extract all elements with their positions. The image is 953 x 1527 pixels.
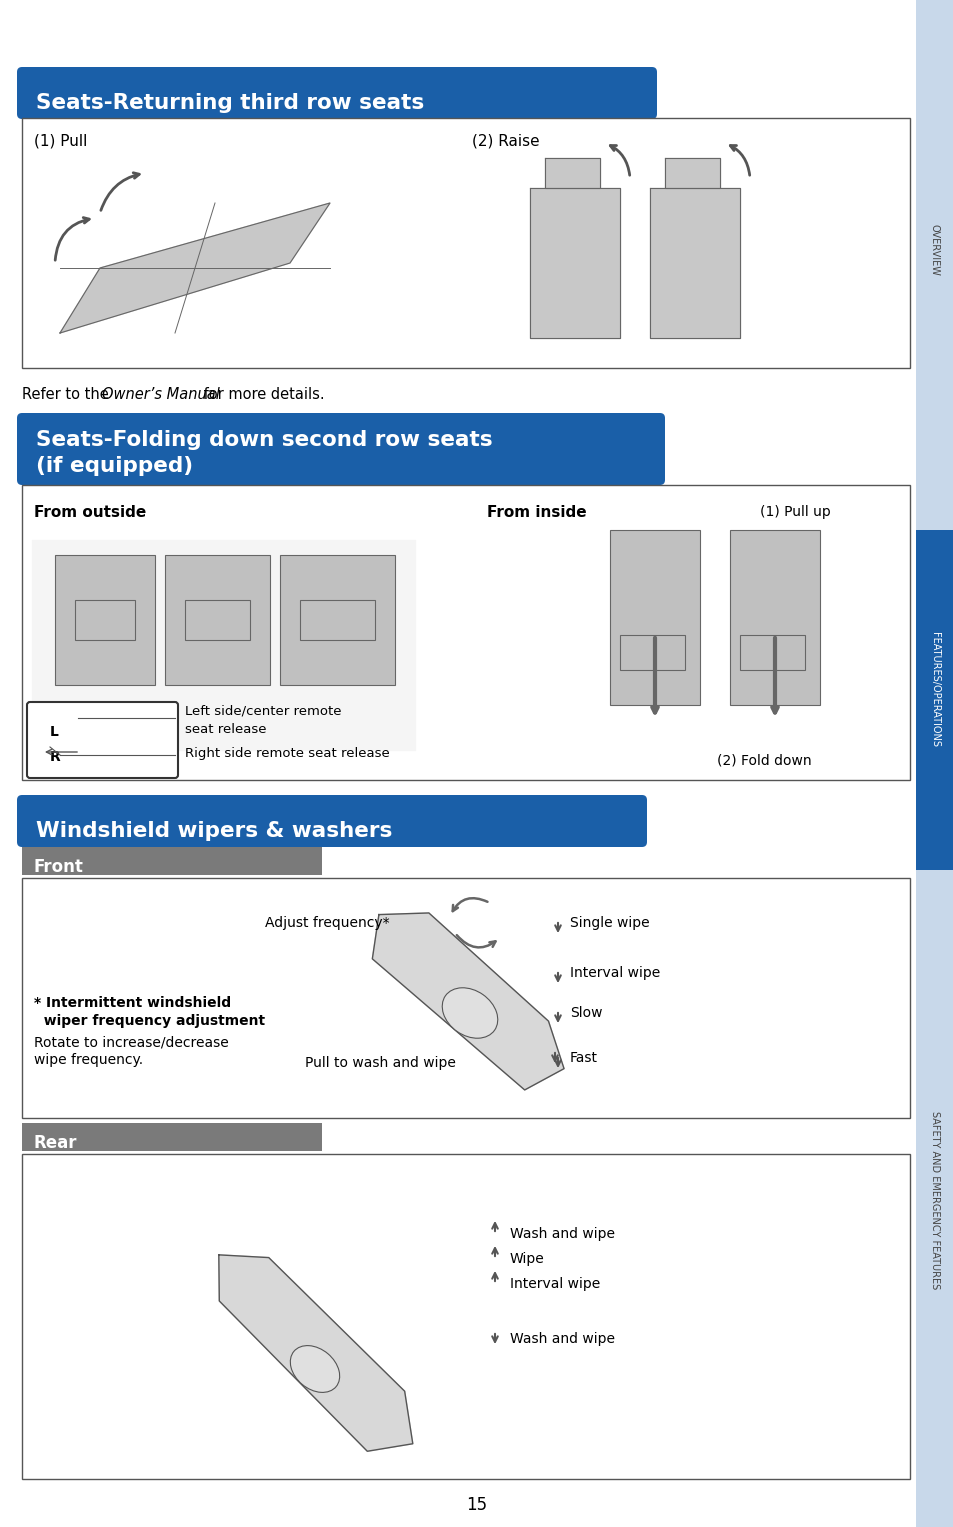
Text: Wash and wipe: Wash and wipe [510,1228,615,1241]
Text: Slow: Slow [569,1006,602,1020]
Bar [740,635,804,670]
Bar [299,600,375,640]
Text: Seats-Returning third row seats: Seats-Returning third row seats [36,93,424,113]
Polygon shape [664,157,720,188]
Text: Single wipe: Single wipe [569,916,649,930]
Polygon shape [218,1255,413,1451]
Text: Left side/center remote
seat release: Left side/center remote seat release [185,705,341,736]
Bar [75,600,135,640]
Polygon shape [32,541,415,750]
Text: OVERVIEW: OVERVIEW [929,224,939,276]
Text: Adjust frequency*: Adjust frequency* [265,916,389,930]
Text: * Intermittent windshield: * Intermittent windshield [34,996,231,1009]
Text: Windshield wipers & washers: Windshield wipers & washers [36,822,392,841]
Polygon shape [60,203,330,333]
Ellipse shape [442,988,497,1038]
Bar [185,600,250,640]
Bar [165,554,270,686]
Text: From outside: From outside [34,505,146,521]
Text: Wash and wipe: Wash and wipe [510,1332,615,1345]
Text: Owner’s Manual: Owner’s Manual [102,386,219,402]
FancyBboxPatch shape [17,412,664,486]
Bar [915,0,953,1527]
Text: Rear: Rear [34,1135,77,1151]
Bar [22,486,909,780]
Text: 15: 15 [466,1496,487,1513]
Bar [22,118,909,368]
Polygon shape [649,188,740,337]
Bar [619,635,684,670]
Bar [729,530,820,705]
Text: Refer to the: Refer to the [22,386,113,402]
Text: (1) Pull: (1) Pull [34,134,88,150]
Text: Interval wipe: Interval wipe [510,1277,599,1290]
Text: (2) Raise: (2) Raise [472,134,539,150]
Text: Fast: Fast [569,1051,598,1064]
Text: Seats-Folding down second row seats: Seats-Folding down second row seats [36,431,492,450]
Text: Wipe: Wipe [510,1252,544,1266]
Text: (if equipped): (if equipped) [36,457,193,476]
Ellipse shape [290,1345,339,1393]
Text: for more details.: for more details. [199,386,324,402]
Text: From inside: From inside [486,505,586,521]
Bar [22,1122,322,1151]
Text: Interval wipe: Interval wipe [569,967,659,980]
Polygon shape [530,188,619,337]
FancyBboxPatch shape [27,702,178,777]
Text: (1) Pull up: (1) Pull up [760,505,830,519]
Bar [55,554,154,686]
Text: L: L [50,725,59,739]
Text: FEATURES/OPERATIONS: FEATURES/OPERATIONS [929,632,939,748]
Text: Rotate to increase/decrease: Rotate to increase/decrease [34,1035,229,1051]
Bar [22,878,909,1118]
FancyBboxPatch shape [17,796,646,847]
Bar [915,530,953,870]
Text: SAFETY AND EMERGENCY FEATURES: SAFETY AND EMERGENCY FEATURES [929,1110,939,1289]
Text: Front: Front [34,858,84,876]
Bar [22,1154,909,1480]
FancyBboxPatch shape [17,67,657,119]
Bar [280,554,395,686]
Text: R: R [50,750,61,764]
Polygon shape [544,157,599,188]
Text: wiper frequency adjustment: wiper frequency adjustment [34,1014,265,1028]
Text: (2) Fold down: (2) Fold down [717,753,811,767]
Text: Pull to wash and wipe: Pull to wash and wipe [305,1057,456,1070]
Text: Right side remote seat release: Right side remote seat release [185,747,390,760]
Bar [609,530,700,705]
Polygon shape [372,913,563,1090]
Bar [22,847,322,875]
Text: wipe frequency.: wipe frequency. [34,1054,143,1067]
